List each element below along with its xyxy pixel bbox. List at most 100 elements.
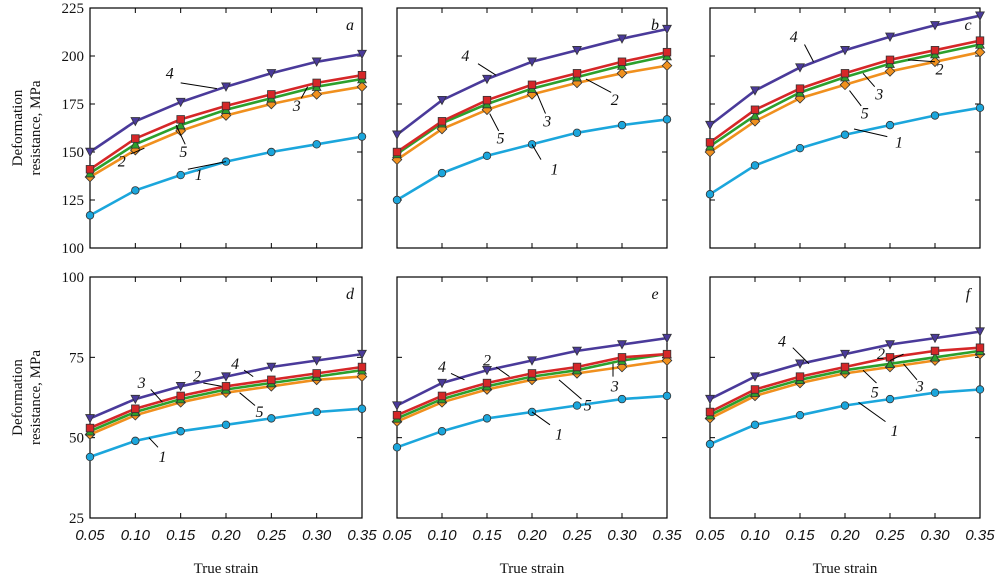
series-4-point [975, 11, 985, 21]
series-1-point [221, 420, 231, 430]
series-1-point [85, 211, 95, 220]
series-1-point [705, 190, 715, 199]
series-1-point [840, 130, 850, 139]
panel-frame [89, 7, 363, 249]
leader-line-3 [150, 389, 163, 403]
panel-letter: b [651, 17, 659, 34]
leader-line-5 [558, 379, 582, 400]
y-tick-label: 100 [62, 270, 85, 286]
series-1-point [617, 120, 627, 130]
panel-b: 1 2 3 4 5 b [391, 7, 673, 249]
series-3-point [930, 352, 940, 362]
series-4-point [392, 401, 402, 411]
series-4-point [885, 32, 895, 42]
curve-label-1: 1 [555, 426, 563, 443]
panel-letter: f [966, 286, 973, 303]
series-1-point [572, 401, 582, 410]
leader-line-5 [175, 124, 186, 145]
x-tick-label: 0.20 [211, 527, 241, 544]
x-tick-label: 0.35 [965, 527, 995, 544]
y-axis-label: Deformation resistance, MPa [10, 350, 44, 445]
leader-line-4 [804, 44, 814, 62]
y-tick-label: 175 [62, 97, 85, 113]
panel-letter: c [964, 17, 971, 34]
curve-label-5: 5 [179, 144, 187, 161]
series-4-point [175, 382, 186, 392]
series-2-point [176, 115, 185, 124]
series-4-point [930, 21, 940, 31]
leader-line-2 [889, 353, 904, 361]
series-2-point [885, 353, 895, 362]
panel-c: 1 2 3 4 5 c [704, 7, 986, 249]
leader-line-1 [853, 128, 888, 138]
curve-label-2: 2 [877, 346, 885, 363]
series-4-point [572, 346, 582, 357]
series-1-point [312, 140, 321, 149]
series-2-point [930, 346, 940, 356]
x-tick-label: 0.25 [257, 527, 287, 544]
series-1-point [267, 147, 276, 157]
panel-d: 0.05 0.10 0.15 0.20 0.25 0.30 0.35 25 50 75 100 1 2 3… [62, 270, 378, 577]
x-tick-label: 0.05 [382, 527, 412, 544]
series-5-point [884, 65, 896, 77]
series-1-point [131, 436, 140, 446]
leader-line-2 [130, 147, 145, 155]
series-2-point [975, 343, 985, 352]
series-2-point [527, 369, 537, 378]
series-2-point [482, 95, 492, 105]
leader-line-5 [489, 113, 500, 132]
panel-letter: d [346, 286, 355, 303]
series-4-point [750, 86, 760, 96]
series-5-point [661, 60, 673, 71]
series-4-point [482, 74, 492, 85]
series-1-point [617, 394, 627, 404]
x-tick-label: 0.05 [695, 527, 725, 544]
x-tick-label: 0.25 [875, 527, 905, 544]
series-2-point [750, 385, 760, 394]
series-3-point [130, 139, 141, 149]
y-axis-label: Deformation resistance, MPa [10, 80, 44, 175]
curve-label-5: 5 [861, 106, 869, 123]
x-tick-label: 0.10 [740, 527, 770, 544]
series-2-point [617, 57, 627, 66]
x-tick-label: 0.30 [920, 527, 950, 544]
series-2-point [85, 423, 95, 433]
curve-label-3: 3 [137, 375, 146, 392]
series-2-point [975, 36, 985, 45]
series-4-point [266, 69, 277, 79]
leader-line-2 [907, 59, 936, 63]
curve-label-5: 5 [256, 404, 264, 421]
series-4-point [572, 46, 582, 56]
leader-line-2 [495, 366, 510, 378]
series-5-point [616, 67, 628, 79]
series-1-point [975, 385, 985, 394]
series-2-point [437, 117, 447, 126]
leader-line-5 [849, 90, 862, 107]
curve-label-3: 3 [915, 378, 924, 395]
series-2-point [840, 69, 850, 78]
curve-label-1: 1 [895, 134, 903, 151]
series-4-point [617, 340, 627, 350]
series-2-point [357, 362, 367, 372]
series-4-point [662, 24, 672, 35]
curve-label-2: 2 [118, 154, 126, 171]
series-1-point [392, 443, 402, 452]
series-4-point [221, 372, 231, 382]
series-3-point [885, 358, 895, 368]
curve-label-2: 2 [193, 369, 201, 386]
series-2-point [705, 138, 715, 147]
series-4-point [392, 130, 402, 140]
series-4-point [357, 349, 367, 360]
curve-label-5: 5 [871, 385, 879, 402]
x-tick-label: 0.35 [347, 527, 377, 544]
series-4-point [311, 57, 322, 67]
series-1-point [572, 128, 582, 137]
series-1-point [885, 120, 895, 130]
curve-label-4: 4 [438, 359, 446, 376]
series-1-point [357, 404, 367, 413]
series-4-point [662, 333, 672, 344]
x-tick-label: 0.25 [562, 527, 592, 544]
series-1-point [392, 195, 402, 205]
series-4-point [85, 147, 95, 158]
series-4-point [175, 97, 186, 108]
